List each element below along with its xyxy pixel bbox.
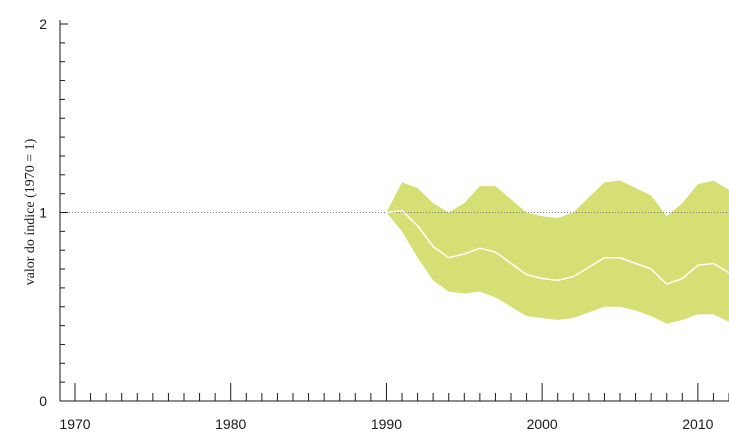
x-tick-label: 2010 — [682, 416, 713, 432]
x-tick-label: 1970 — [59, 416, 90, 432]
y-tick-label: 0 — [39, 393, 47, 409]
x-tick-label: 1980 — [215, 416, 246, 432]
y-axis-label: valor do índice (1970 = 1) — [23, 138, 38, 285]
confidence-band — [386, 180, 729, 324]
index-line-layer — [386, 209, 729, 285]
axes-layer: 0 1 2 1970 1980 1990 2000 2010 — [39, 16, 729, 432]
confidence-band-layer — [386, 180, 729, 324]
x-tick-label: 1990 — [371, 416, 402, 432]
x-tick-label: 2000 — [527, 416, 558, 432]
y-tick-label: 2 — [39, 16, 47, 32]
index-line — [386, 209, 729, 285]
y-tick-label: 1 — [39, 205, 47, 221]
